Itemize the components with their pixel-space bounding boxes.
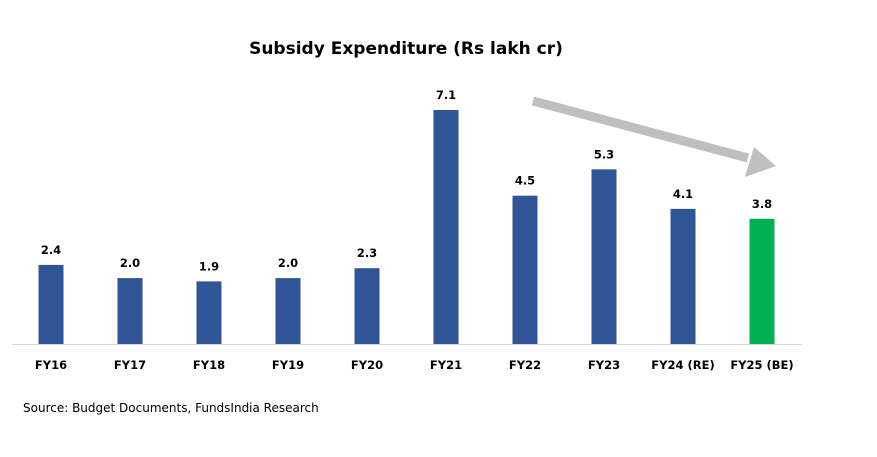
trend-arrow (531, 96, 776, 177)
x-tick-label: FY19 (272, 358, 304, 372)
x-tick-label: FY20 (351, 358, 383, 372)
bar-fy19 (275, 278, 301, 344)
x-tick-labels-group: FY16 FY17 FY18 FY19 FY20 FY21 FY22 FY23 FY24 (RE… (35, 358, 794, 372)
x-tick-label: FY18 (193, 358, 225, 372)
data-label: 5.3 (594, 147, 614, 161)
x-tick-label: FY21 (430, 358, 462, 372)
data-label: 1.9 (199, 259, 219, 273)
bar-fy21 (433, 110, 459, 344)
x-tick-label: FY16 (35, 358, 67, 372)
bar-fy24-re (670, 208, 696, 344)
trend-arrow-shaft (531, 96, 750, 163)
chart-title: Subsidy Expenditure (Rs lakh cr) (249, 39, 563, 59)
data-label: 2.0 (278, 256, 298, 270)
trend-arrow-head (745, 147, 776, 177)
bar-fy17 (117, 278, 143, 344)
bar-fy18 (196, 281, 222, 344)
data-label: 2.0 (120, 256, 140, 270)
data-label: 4.1 (673, 187, 693, 201)
x-tick-label: FY25 (BE) (730, 358, 793, 372)
data-label: 3.8 (752, 197, 772, 211)
bar-fy25-be (749, 218, 775, 344)
source-note: Source: Budget Documents, FundsIndia Res… (23, 401, 319, 415)
data-label: 7.1 (436, 88, 456, 102)
data-label: 4.5 (515, 174, 535, 188)
x-tick-label: FY22 (509, 358, 541, 372)
data-label: 2.4 (41, 243, 61, 257)
x-tick-label: FY24 (RE) (651, 358, 714, 372)
bar-fy22 (512, 195, 538, 344)
bar-fy16 (38, 264, 64, 344)
bars-group (38, 110, 775, 344)
data-label: 2.3 (357, 246, 377, 260)
x-tick-label: FY17 (114, 358, 146, 372)
x-tick-label: FY23 (588, 358, 620, 372)
bar-fy20 (354, 268, 380, 344)
data-labels-group: 2.4 2.0 1.9 2.0 2.3 7.1 4.5 5.3 4.1 3.8 (41, 88, 772, 273)
bar-fy23 (591, 169, 617, 344)
